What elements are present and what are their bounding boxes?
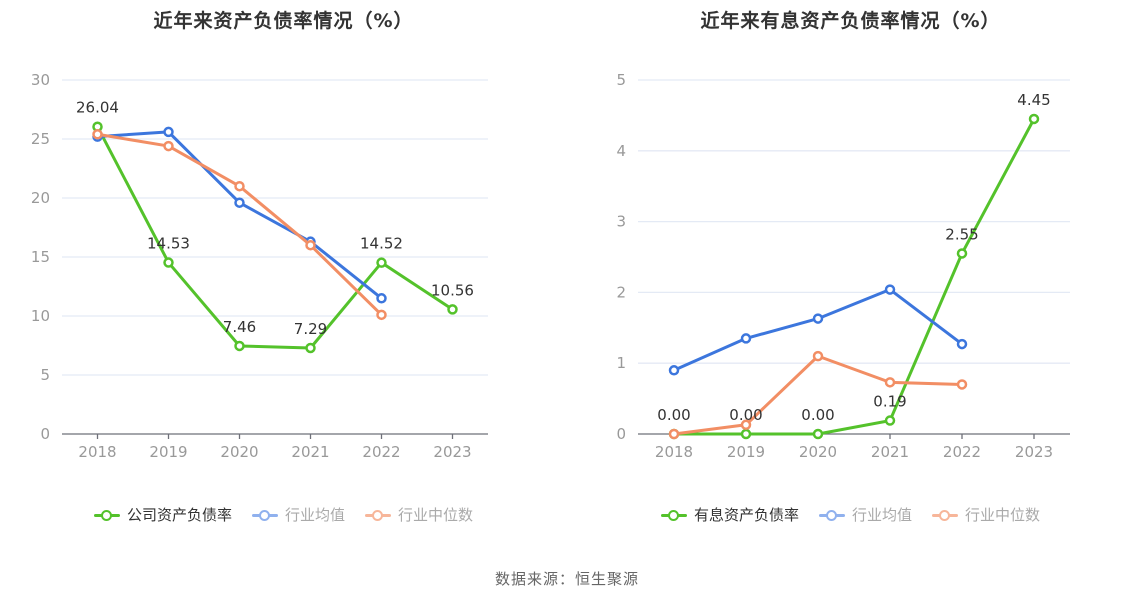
svg-text:30: 30: [31, 71, 50, 89]
svg-text:5: 5: [616, 71, 626, 89]
legend: 公司资产负债率 行业均值 行业中位数: [0, 508, 567, 523]
svg-text:20: 20: [31, 189, 50, 207]
interest-bearing-ratio-plot: 0 1 2 3 4 5 2018 2019 2020 2021 2022 2023 0.00 0.00 0.…: [616, 71, 1070, 461]
svg-text:0.00: 0.00: [657, 406, 690, 424]
legend-item-industry-median[interactable]: 行业中位数: [932, 508, 1040, 523]
line-marker-icon: [818, 509, 845, 523]
svg-text:14.53: 14.53: [147, 235, 190, 253]
svg-text:4.45: 4.45: [1017, 91, 1050, 109]
svg-text:2019: 2019: [727, 443, 765, 461]
svg-text:7.29: 7.29: [294, 320, 327, 338]
svg-text:2018: 2018: [78, 443, 116, 461]
svg-text:3: 3: [616, 213, 626, 231]
svg-text:5: 5: [40, 366, 50, 384]
svg-text:2023: 2023: [1015, 443, 1053, 461]
asset-liability-ratio-plot: 0 5 10 15 20 25 30 2018 2019 2020 2021 2022 2023 26.0…: [31, 71, 488, 461]
line-marker-icon: [93, 509, 120, 523]
svg-text:0.00: 0.00: [801, 406, 834, 424]
legend-label: 行业均值: [851, 506, 912, 524]
svg-text:4: 4: [616, 142, 626, 160]
svg-text:2: 2: [616, 283, 626, 301]
line-marker-icon: [365, 509, 391, 523]
asset-liability-ratio-chart: 近年来资产负债率情况（%） 0 5 10 15 20 25 30 2018 2019 2020 20…: [0, 0, 567, 560]
data-source-caption: 数据来源：恒生聚源: [494, 570, 639, 588]
svg-text:0.19: 0.19: [873, 393, 906, 411]
svg-text:2023: 2023: [433, 443, 471, 461]
svg-text:10.56: 10.56: [431, 281, 474, 299]
svg-text:0: 0: [40, 425, 50, 443]
svg-text:7.46: 7.46: [223, 318, 256, 336]
svg-text:2022: 2022: [362, 443, 400, 461]
svg-text:2018: 2018: [655, 443, 693, 461]
svg-text:0: 0: [616, 425, 626, 443]
legend-item-company-ratio[interactable]: 公司资产负债率: [93, 506, 232, 524]
svg-text:2019: 2019: [149, 443, 187, 461]
chart-title: 近年来资产负债率情况（%）: [153, 10, 414, 32]
legend-item-industry-mean[interactable]: 行业均值: [251, 506, 345, 524]
svg-text:15: 15: [31, 248, 50, 266]
svg-text:14.52: 14.52: [360, 235, 403, 253]
svg-text:2020: 2020: [220, 443, 258, 461]
svg-text:2022: 2022: [943, 443, 981, 461]
line-marker-icon: [251, 509, 278, 523]
legend-item-interest-ratio[interactable]: 有息资产负债率: [660, 506, 799, 524]
chart-title: 近年来有息资产负债率情况（%）: [700, 10, 1001, 32]
svg-text:1: 1: [616, 354, 626, 372]
legend-label: 公司资产负债率: [126, 506, 232, 524]
legend: 有息资产负债率 行业均值 行业中位数: [567, 508, 1134, 523]
svg-text:26.04: 26.04: [76, 99, 119, 117]
svg-text:2020: 2020: [799, 443, 837, 461]
legend-label: 行业中位数: [965, 506, 1041, 524]
line-marker-icon: [660, 509, 687, 523]
svg-text:2021: 2021: [291, 443, 329, 461]
line-marker-icon: [932, 509, 958, 523]
legend-label: 行业中位数: [398, 506, 474, 524]
svg-text:25: 25: [31, 130, 50, 148]
interest-bearing-ratio-chart: 近年来有息资产负债率情况（%） 0 1 2 3 4 5 2018 2019 2020 2021 20…: [567, 0, 1134, 560]
svg-text:2.55: 2.55: [945, 225, 978, 243]
legend-item-industry-mean[interactable]: 行业均值: [818, 506, 912, 524]
legend-label: 有息资产负债率: [693, 506, 799, 524]
svg-text:0.00: 0.00: [729, 406, 762, 424]
svg-text:2021: 2021: [871, 443, 909, 461]
legend-label: 行业均值: [284, 506, 345, 524]
legend-item-industry-median[interactable]: 行业中位数: [365, 508, 473, 523]
svg-text:10: 10: [31, 307, 50, 325]
